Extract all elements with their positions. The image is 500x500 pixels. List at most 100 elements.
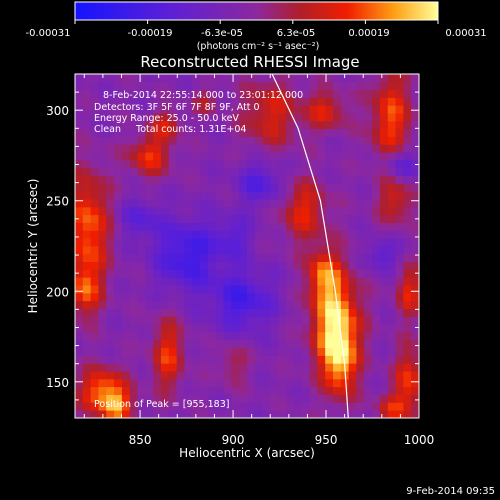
heatmap-cell [317,363,326,372]
plot-frame [74,73,420,419]
heatmap-cell [356,269,365,278]
timestamp: 9-Feb-2014 09:35 [406,486,495,497]
heatmap-cell [215,144,224,153]
heatmap-cell [215,238,224,247]
heatmap-cell [145,214,154,223]
heatmap-cell [137,167,146,177]
heatmap-cell [168,105,178,114]
heatmap-cell [75,175,84,184]
heatmap-cell [356,285,365,294]
heatmap-cell [145,300,154,309]
heatmap-cell [254,120,264,130]
heatmap-cell [286,144,295,153]
heatmap-cell [137,386,146,395]
heatmap-cell [379,300,389,309]
heatmap-cell [286,371,295,380]
heatmap-cell [270,113,279,122]
heatmap-cell [411,230,419,239]
heatmap-cell [317,144,326,153]
heatmap-cell [403,308,412,317]
heatmap-cell [82,308,92,317]
heatmap-cell [129,81,138,91]
heatmap-cell [239,183,248,192]
heatmap-cell [262,269,271,278]
heatmap-cell [325,324,334,333]
heatmap-cell [317,246,326,255]
heatmap-cell [153,277,162,286]
heatmap-cell [98,308,107,317]
heatmap-cell [82,378,92,388]
heatmap-cell [286,222,295,231]
heatmap-cell [168,261,178,270]
heatmap-cell [106,214,115,223]
heatmap-cell [114,269,123,278]
heatmap-cell [137,120,146,130]
heatmap-cell [145,339,154,349]
heatmap-cell [161,285,170,294]
colorbar-tick-label: -0.00019 [128,28,173,39]
heatmap-cell [270,277,279,286]
heatmap-cell [129,152,138,161]
heatmap-cell [239,253,248,263]
heatmap-cell [223,199,232,208]
heatmap-cell [286,300,295,309]
heatmap-cell [309,261,318,270]
heatmap-cell [200,386,209,395]
heatmap-cell [207,246,217,255]
heatmap-cell [90,136,99,145]
heatmap-cell [356,214,365,223]
heatmap-cell [262,332,271,341]
heatmap-cell [348,128,357,137]
heatmap-cell [247,183,256,192]
heatmap-cell [192,386,201,395]
time-range-text: 8-Feb-2014 22:55:14.000 to 23:01:12.000 [103,90,303,101]
heatmap-cell [176,175,185,184]
heatmap-cell [411,222,419,231]
heatmap-cell [184,230,193,239]
heatmap-cell [317,269,326,278]
heatmap-cell [137,199,146,208]
heatmap-cell [356,253,365,263]
heatmap-cell [333,144,342,153]
heatmap-cell [333,152,342,161]
heatmap-cell [98,386,107,395]
heatmap-cell [223,363,232,372]
heatmap-cell [379,339,389,349]
heatmap-cell [333,292,342,302]
heatmap-cell [223,175,232,184]
heatmap-cell [395,394,404,403]
heatmap-cell [403,175,412,184]
heatmap-cell [395,316,404,325]
heatmap-cell [262,128,271,137]
heatmap-cell [387,120,396,130]
heatmap-cell [364,199,373,208]
heatmap-cell [333,402,342,411]
heatmap-cell [161,300,170,309]
heatmap-cell [262,410,271,418]
heatmap-cell [379,332,389,341]
heatmap-cell [90,230,99,239]
heatmap-cell [207,316,217,325]
heatmap-cell [278,89,287,98]
heatmap-cell [192,363,201,372]
heatmap-cell [301,410,310,418]
heatmap-cell [325,238,334,247]
heatmap-cell [348,253,357,263]
heatmap-cell [223,167,232,177]
heatmap-cell [301,120,310,130]
heatmap-cell [192,347,201,356]
heatmap-cell [340,191,350,200]
heatmap-cell [207,292,217,302]
heatmap-cell [145,152,154,161]
heatmap-cell [278,246,287,255]
heatmap-cell [270,394,279,403]
heatmap-cell [356,324,365,333]
heatmap-cell [207,230,217,239]
heatmap-cell [215,175,224,184]
heatmap-cell [90,74,99,83]
heatmap-cell [333,113,342,122]
heatmap-cell [325,277,334,286]
heatmap-cell [372,261,381,270]
heatmap-cell [286,183,295,192]
heatmap-cell [223,120,232,130]
